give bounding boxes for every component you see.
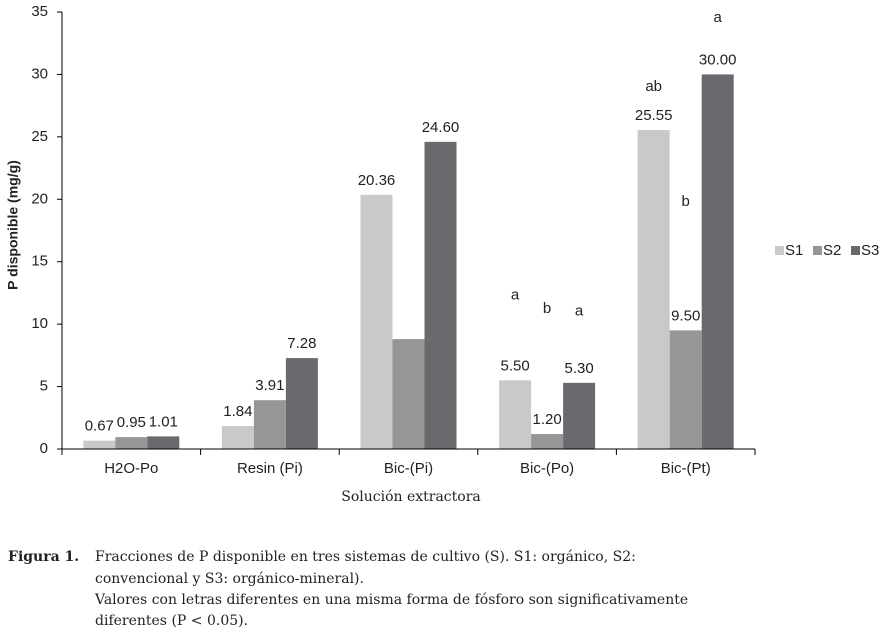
x-axis-title: Solución extractora xyxy=(341,489,481,505)
x-tick-label: H2O-Po xyxy=(104,460,158,477)
x-tick-label: Bic-(Pi) xyxy=(384,460,433,477)
bar xyxy=(115,437,148,449)
x-tick-label: Bic-(Po) xyxy=(520,460,574,477)
y-tick-label: 20 xyxy=(31,190,48,207)
value-label: 25.55 xyxy=(635,107,673,124)
caption-line: diferentes (P < 0.05). xyxy=(95,613,248,629)
value-label: 1.84 xyxy=(223,403,252,420)
y-tick-label: 5 xyxy=(40,378,48,395)
bar xyxy=(360,194,393,449)
value-label: 9.50 xyxy=(671,307,700,324)
annotation: a xyxy=(511,286,520,303)
bar xyxy=(147,436,180,449)
caption-line: convencional y S3: orgánico-mineral). xyxy=(95,571,364,587)
annotation: a xyxy=(575,303,584,320)
bar xyxy=(285,358,318,449)
bar xyxy=(499,380,532,449)
bar xyxy=(392,339,425,449)
value-label: 1.20 xyxy=(532,411,561,428)
value-label: 5.30 xyxy=(564,360,593,377)
y-tick-label: 25 xyxy=(31,128,48,145)
value-label: 24.60 xyxy=(422,119,460,136)
bar xyxy=(83,440,116,449)
value-label: 0.95 xyxy=(117,414,146,431)
value-label: 20.36 xyxy=(358,172,396,189)
x-tick-label: Resin (Pi) xyxy=(237,460,303,477)
bar xyxy=(563,382,596,449)
bar xyxy=(701,74,734,449)
y-tick-label: 15 xyxy=(31,253,48,270)
annotation: ab xyxy=(645,78,662,95)
value-label: 7.28 xyxy=(287,335,316,352)
annotation: b xyxy=(682,193,690,210)
annotation: a xyxy=(714,9,723,26)
caption-label: Figura 1. xyxy=(8,549,79,565)
legend-swatch xyxy=(813,246,822,255)
value-label: 0.67 xyxy=(85,418,114,435)
legend-label: S2 xyxy=(823,242,841,259)
y-tick-label: 35 xyxy=(31,3,48,20)
y-tick-label: 30 xyxy=(31,65,48,82)
bar xyxy=(531,434,564,449)
bar xyxy=(221,426,254,449)
y-tick-label: 10 xyxy=(31,315,48,332)
value-label: 1.01 xyxy=(149,413,178,430)
bar xyxy=(669,330,702,449)
y-axis-title: P disponible (mg/g) xyxy=(5,160,21,290)
bar xyxy=(637,129,670,450)
value-label: 3.91 xyxy=(255,377,284,394)
legend-swatch xyxy=(775,246,784,255)
x-tick-label: Bic-(Pt) xyxy=(661,460,711,477)
value-label: 30.00 xyxy=(699,51,737,68)
bar xyxy=(424,141,457,449)
caption-line: Fracciones de P disponible en tres siste… xyxy=(95,549,636,565)
y-tick-label: 0 xyxy=(40,440,48,457)
bar xyxy=(253,400,286,449)
annotation: b xyxy=(543,300,551,317)
caption-line: Valores con letras diferentes en una mis… xyxy=(94,592,688,608)
legend-swatch xyxy=(851,246,860,255)
legend-label: S1 xyxy=(785,242,803,259)
value-label: 5.50 xyxy=(500,357,529,374)
legend-label: S3 xyxy=(861,242,879,259)
